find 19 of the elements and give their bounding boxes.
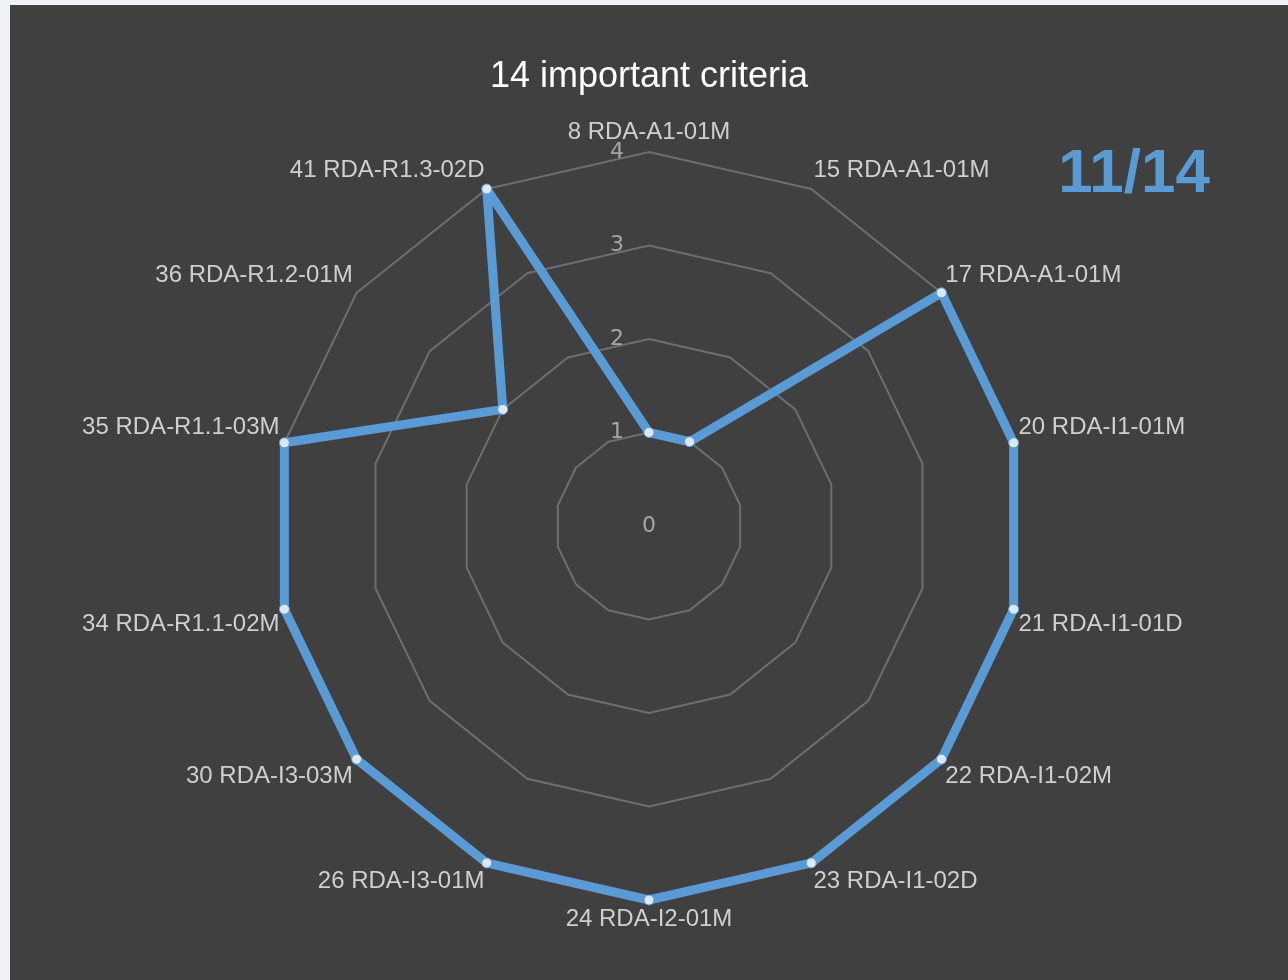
y-tick-label: 0 bbox=[642, 511, 656, 537]
spoke-label: 26 RDA-I3-01M bbox=[317, 866, 485, 894]
spoke-label: 30 RDA-I3-03M bbox=[185, 761, 353, 789]
spoke-label: 20 RDA-I1-01M bbox=[1018, 411, 1186, 439]
spoke-label: 22 RDA-I1-02M bbox=[945, 761, 1113, 789]
y-tick-label: 1 bbox=[610, 418, 624, 444]
spoke-label: 36 RDA-R1.2-01M bbox=[155, 259, 353, 287]
text: 11/14 bbox=[1058, 135, 1210, 206]
y-tick-label: 3 bbox=[610, 231, 624, 257]
spoke-label: 35 RDA-R1.1-03M bbox=[82, 411, 280, 439]
spoke-label: 21 RDA-I1-01D bbox=[1018, 609, 1183, 637]
y-tick-label: 2 bbox=[610, 324, 624, 350]
spoke-label: 17 RDA-A1-01M bbox=[945, 259, 1122, 287]
chart-title: 14 important criteria bbox=[489, 53, 810, 95]
spoke-label: 23 RDA-I1-02D bbox=[813, 866, 978, 894]
spoke-label: 34 RDA-R1.1-02M bbox=[82, 609, 280, 637]
spoke-label: 15 RDA-A1-01M bbox=[813, 154, 990, 182]
spoke-label: 41 RDA-R1.3-02D bbox=[289, 154, 485, 182]
spoke-label: 24 RDA-I2-01M bbox=[565, 904, 733, 932]
